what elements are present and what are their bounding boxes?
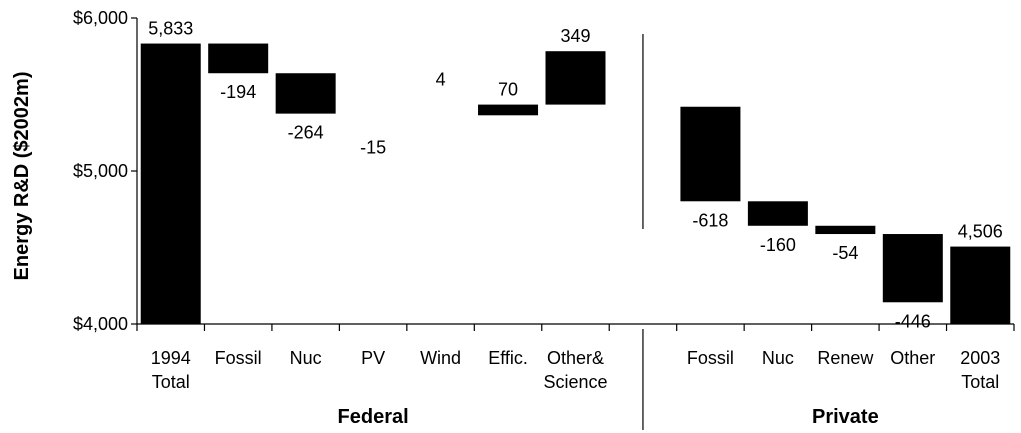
data-label: -160 [760,235,796,255]
waterfall-bar [680,106,741,202]
category-label: Renew [817,348,874,368]
category-label: Other& [547,348,604,368]
y-tick-label: $4,000 [73,314,128,334]
waterfall-bar [208,43,269,74]
category-label: 1994 [151,348,191,368]
data-label: -618 [692,210,728,230]
waterfall-bar [950,246,1011,324]
group-label: Federal [338,406,409,428]
bars-layer [140,43,1011,325]
category-label: Other [890,348,935,368]
category-label: Fossil [215,348,262,368]
category-label: Fossil [687,348,734,368]
category-label: PV [361,348,385,368]
waterfall-bar [478,104,539,116]
category-label: Nuc [290,348,322,368]
y-tick-label: $5,000 [73,161,128,181]
labels-layer: $4,000 $5,000 $6,000 5,833 1994 Total -194 Foss… [73,8,1003,428]
category-label: Effic. [488,348,528,368]
waterfall-bar [545,51,606,105]
waterfall-bar [275,73,336,114]
axes-layer [131,17,1015,430]
waterfall-bar [747,201,808,226]
data-label: -264 [288,123,324,143]
group-label: Private [812,406,879,428]
data-label: 5,833 [148,19,193,39]
category-label: Wind [420,348,461,368]
data-label: -54 [832,243,858,263]
data-label: 349 [560,26,590,46]
data-label: -194 [220,82,256,102]
waterfall-bar [882,234,943,303]
category-label: 2003 [960,348,1000,368]
category-label: Total [961,372,999,392]
data-label: -446 [895,311,931,331]
y-axis-title: Energy R&D ($2002m) [11,72,33,281]
data-label: 70 [498,80,518,100]
category-label: Science [543,372,607,392]
y-tick-label: $6,000 [73,8,128,28]
data-label: 4 [436,69,446,89]
waterfall-bar [815,225,876,235]
data-label: 4,506 [958,222,1003,242]
data-label: -15 [360,138,386,158]
category-label: Nuc [762,348,794,368]
waterfall-bar [140,43,201,325]
category-label: Total [152,372,190,392]
